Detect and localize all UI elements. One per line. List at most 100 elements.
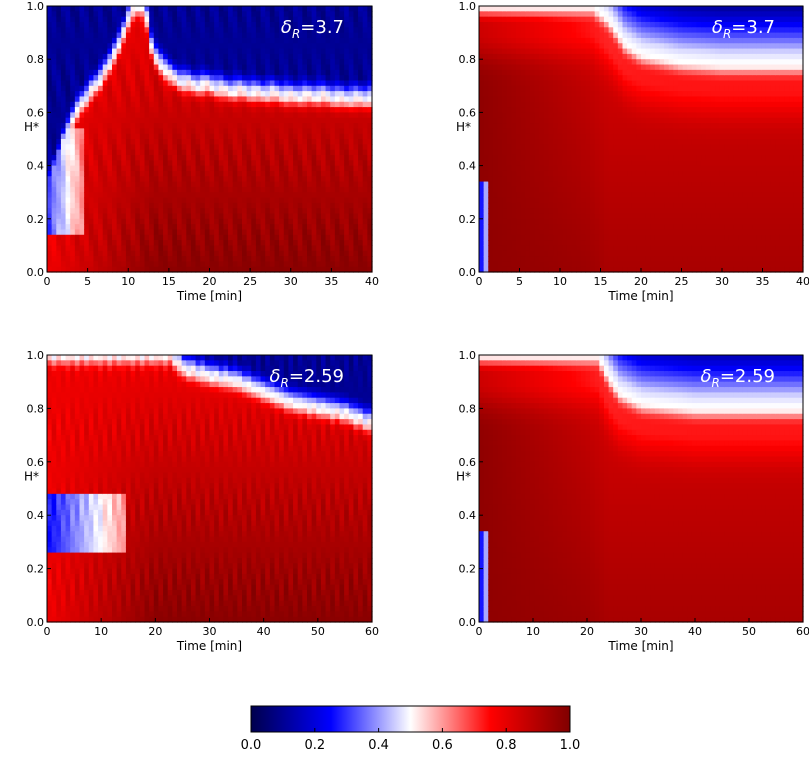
heatmap-cell [302, 112, 308, 119]
heatmap-cell [84, 186, 90, 193]
heatmap-cell [534, 107, 540, 113]
heatmap-cell [557, 107, 563, 113]
heatmap-cell [311, 123, 317, 129]
heatmap-cell [88, 16, 95, 23]
heatmap-cell [603, 181, 610, 188]
heatmap-cell [525, 80, 531, 87]
heatmap-cell [56, 245, 62, 252]
heatmap-cell [566, 59, 573, 66]
heatmap-cell [125, 112, 132, 119]
heatmap-cell [534, 75, 540, 82]
heatmap-cell [65, 256, 71, 262]
heatmap-cell [246, 16, 252, 23]
heatmap-cell [163, 133, 169, 140]
heatmap-cell [112, 64, 118, 71]
heatmap-cell [121, 234, 127, 241]
heatmap-cell [121, 170, 127, 177]
heatmap-cell [181, 154, 187, 161]
heatmap-cell [116, 91, 122, 98]
heatmap-cell [60, 213, 67, 220]
heatmap-cell [167, 91, 173, 98]
heatmap-cell [242, 43, 248, 50]
heatmap-cell [279, 192, 285, 199]
heatmap-cell [70, 250, 76, 257]
heatmap-cell [548, 112, 554, 119]
heatmap-cell [367, 112, 373, 119]
heatmap-cell [339, 218, 345, 225]
heatmap-cell [344, 160, 350, 167]
heatmap-cell [307, 176, 313, 183]
heatmap-cell [279, 117, 285, 124]
heatmap-cell [566, 160, 573, 167]
heatmap-cell [353, 6, 359, 12]
heatmap-cell [228, 53, 234, 60]
heatmap-cell [255, 197, 262, 204]
heatmap-cell [571, 6, 577, 12]
heatmap-cell [543, 186, 550, 193]
heatmap-cell [311, 21, 317, 28]
heatmap-cell [362, 208, 368, 215]
heatmap-cell [135, 192, 141, 199]
heatmap-cell [218, 224, 225, 231]
heatmap-cell [497, 160, 503, 167]
heatmap-cell [74, 6, 81, 12]
heatmap-cell [483, 149, 489, 156]
heatmap-cell [246, 181, 252, 188]
heatmap-cell [93, 245, 99, 252]
heatmap-cell [139, 144, 146, 151]
heatmap-cell [88, 224, 95, 231]
heatmap-cell [497, 37, 503, 44]
heatmap-cell [149, 75, 155, 82]
heatmap-cell [529, 229, 536, 236]
heatmap-cell [325, 266, 331, 273]
heatmap-cell [492, 128, 499, 135]
heatmap-cell [557, 218, 563, 225]
heatmap-cell [302, 202, 308, 209]
heatmap-cell [288, 197, 294, 204]
heatmap-cell [177, 165, 183, 172]
heatmap-cell [599, 165, 605, 172]
heatmap-cell [163, 250, 169, 257]
heatmap-cell [84, 160, 90, 167]
heatmap-cell [603, 202, 610, 209]
heatmap-cell [121, 53, 127, 60]
heatmap-cell [74, 234, 81, 241]
heatmap-cell [153, 213, 160, 220]
heatmap-cell [98, 43, 104, 50]
heatmap-cell [93, 186, 99, 193]
heatmap-cell [571, 59, 577, 66]
heatmap-cell [543, 117, 550, 124]
heatmap-cell [153, 75, 160, 82]
heatmap-cell [483, 181, 489, 188]
heatmap-cell [228, 91, 234, 98]
heatmap-cell [525, 75, 531, 82]
heatmap-cell [520, 53, 526, 60]
heatmap-cell [102, 165, 108, 172]
heatmap-cell [525, 101, 531, 108]
heatmap-cell [334, 101, 341, 108]
heatmap-cell [125, 186, 132, 193]
heatmap-cell [251, 256, 257, 262]
heatmap-cell [265, 144, 271, 151]
heatmap-cell [479, 144, 485, 151]
heatmap-cell [209, 181, 215, 188]
heatmap-cell [534, 240, 540, 246]
heatmap-cell [93, 133, 99, 140]
heatmap-cell [158, 149, 164, 156]
heatmap-cell [200, 256, 206, 262]
heatmap-cell [251, 101, 257, 108]
heatmap-cell [70, 139, 76, 145]
heatmap-cell [139, 229, 146, 236]
heatmap-cell [200, 101, 206, 108]
heatmap-cell [177, 75, 183, 82]
heatmap-cell [599, 149, 605, 156]
heatmap-cell [251, 192, 257, 199]
heatmap-cell [603, 197, 610, 204]
heatmap-cell [214, 176, 220, 183]
heatmap-cell [344, 181, 350, 188]
heatmap-cell [98, 64, 104, 71]
heatmap-cell [88, 154, 95, 161]
heatmap-cell [297, 53, 303, 60]
heatmap-cell [293, 149, 299, 156]
heatmap-cell [181, 197, 187, 204]
